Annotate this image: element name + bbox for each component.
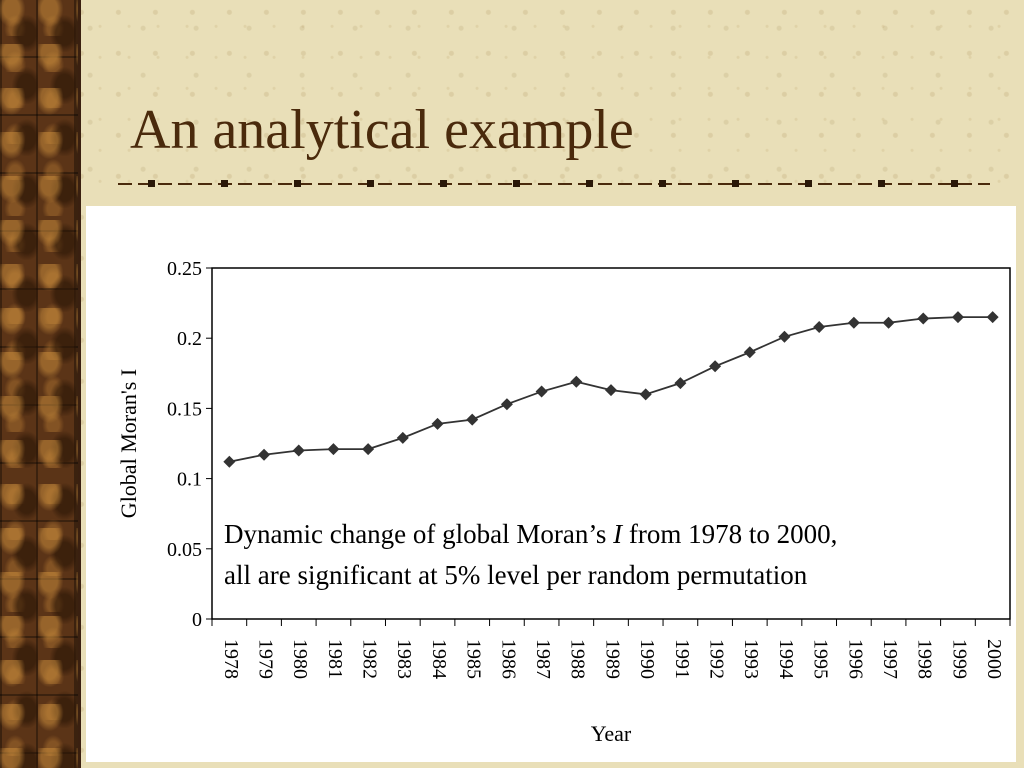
x-tick-label: 1990 (636, 639, 658, 679)
data-point-diamond (882, 316, 895, 329)
x-tick-label: 1998 (914, 639, 936, 679)
x-tick-label: 2000 (983, 639, 1005, 679)
x-tick-label: 1979 (254, 639, 276, 679)
x-tick-label: 1988 (567, 639, 589, 679)
caption-line-1: Dynamic change of global Moran’s I from … (224, 514, 1004, 555)
moran-line-chart: 0 0.05 0.1 0.15 0.2 0.25 1978 1979 1980 1981 1982 1… (116, 258, 1011, 746)
data-point-diamond (466, 413, 479, 426)
x-tick-label: 1986 (497, 639, 519, 679)
chart-panel: 0 0.05 0.1 0.15 0.2 0.25 1978 1979 1980 1981 1982 1… (86, 206, 1016, 762)
caption-text-b: from 1978 to 2000, (622, 519, 838, 549)
data-point-diamond (258, 448, 271, 461)
y-tick-label: 0.15 (167, 398, 202, 420)
data-point-diamond (327, 443, 340, 456)
data-point-diamond (362, 443, 375, 456)
x-tick-label: 1994 (775, 639, 797, 679)
decorative-side-band (0, 0, 81, 768)
y-tick-label: 0.2 (177, 328, 202, 350)
data-point-diamond (674, 377, 687, 390)
x-tick-label: 1989 (601, 639, 623, 679)
x-tick-label: 1993 (740, 639, 762, 679)
y-axis-label: Global Moran's I (116, 369, 141, 518)
data-point-diamond (813, 320, 826, 333)
x-tick-label: 1991 (671, 639, 693, 679)
data-point-diamond (605, 384, 617, 397)
data-point-diamond (500, 398, 513, 411)
caption-italic-i: I (613, 519, 623, 549)
x-tick-label: 1997 (879, 639, 901, 679)
x-tick-label: 1987 (532, 639, 554, 679)
chart-caption: Dynamic change of global Moran’s I from … (224, 514, 1004, 596)
data-point-diamond (743, 346, 756, 359)
data-point-diamond (292, 444, 305, 457)
data-point-diamond (778, 330, 791, 343)
data-point-diamond (951, 311, 964, 324)
y-tick-label: 0.1 (177, 469, 202, 491)
x-axis-label: Year (591, 721, 632, 746)
y-tick-label: 0.25 (167, 258, 202, 280)
x-tick-label: 1984 (428, 639, 450, 679)
title-divider (118, 180, 990, 187)
data-point-diamond (535, 385, 548, 398)
data-point-diamond (570, 375, 583, 388)
x-tick-label: 1978 (220, 639, 242, 679)
data-point-diamond (396, 431, 409, 444)
x-tick-label: 1981 (324, 639, 346, 679)
x-tick-label: 1992 (705, 639, 727, 679)
plot-frame (211, 267, 1011, 620)
data-point-diamond (917, 312, 930, 325)
x-tick-label: 1983 (393, 639, 415, 679)
y-tick-label: 0.05 (167, 539, 202, 561)
data-point-diamond (709, 360, 722, 373)
data-point-diamond (847, 316, 860, 329)
x-tick-label: 1999 (948, 639, 970, 679)
data-point-diamond (223, 455, 236, 468)
caption-line-2: all are significant at 5% level per rand… (224, 560, 808, 590)
y-tick-label: 0 (192, 609, 202, 631)
data-point-diamond (986, 311, 999, 324)
x-tick-label: 1995 (810, 639, 832, 679)
data-point-diamond (431, 417, 444, 430)
x-tick-label: 1985 (463, 639, 485, 679)
data-point-diamond (639, 388, 652, 401)
caption-text-a: Dynamic change of global Moran’s (224, 519, 614, 549)
x-tick-label: 1982 (359, 639, 381, 679)
x-tick-label: 1980 (289, 639, 311, 679)
x-tick-label: 1996 (844, 639, 866, 679)
slide-title: An analytical example (130, 99, 634, 161)
